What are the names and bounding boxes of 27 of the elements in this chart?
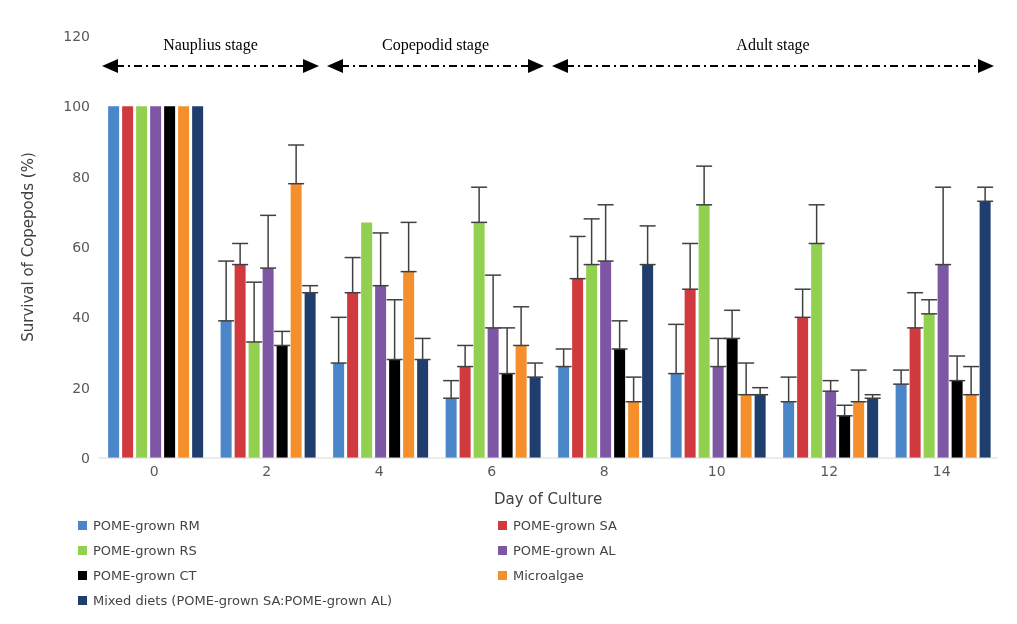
x-tick-label: 12 — [820, 462, 839, 479]
x-axis-title: Day of Culture — [493, 490, 603, 508]
annotation: Nauplius stage — [163, 36, 258, 54]
x-tick-label: 8 — [599, 462, 609, 479]
y-tick-label: 60 — [72, 238, 90, 255]
y-tick-label: 80 — [72, 168, 90, 185]
y-tick-label: 20 — [72, 379, 90, 396]
y-tick-label: 0 — [81, 449, 90, 466]
y-tick-label: 100 — [63, 98, 90, 115]
annotation: Adult stage — [736, 36, 810, 54]
legend-label: POME-grown AL — [513, 543, 616, 558]
legend-label: POME-grown RS — [93, 543, 197, 558]
legend-label: POME-grown CT — [93, 568, 197, 583]
x-tick-label: 6 — [487, 462, 497, 479]
legend-label: Microalgae — [513, 568, 584, 583]
y-tick-label: 120 — [63, 27, 90, 44]
legend-label: POME-grown SA — [513, 518, 617, 533]
y-axis-title: Survival of Copepods (%) — [19, 152, 38, 342]
x-tick-label: 4 — [374, 462, 384, 479]
x-tick-label: 2 — [262, 462, 272, 479]
annotation: Copepodid stage — [381, 36, 490, 54]
legend-label: Mixed diets (POME-grown SA:POME-grown AL) — [93, 593, 393, 608]
x-tick-label: 14 — [932, 462, 951, 479]
x-tick-label: 10 — [707, 462, 726, 479]
x-tick-label: 0 — [149, 462, 159, 479]
y-tick-label: 40 — [72, 309, 90, 326]
legend-label: POME-grown RM — [93, 518, 200, 533]
